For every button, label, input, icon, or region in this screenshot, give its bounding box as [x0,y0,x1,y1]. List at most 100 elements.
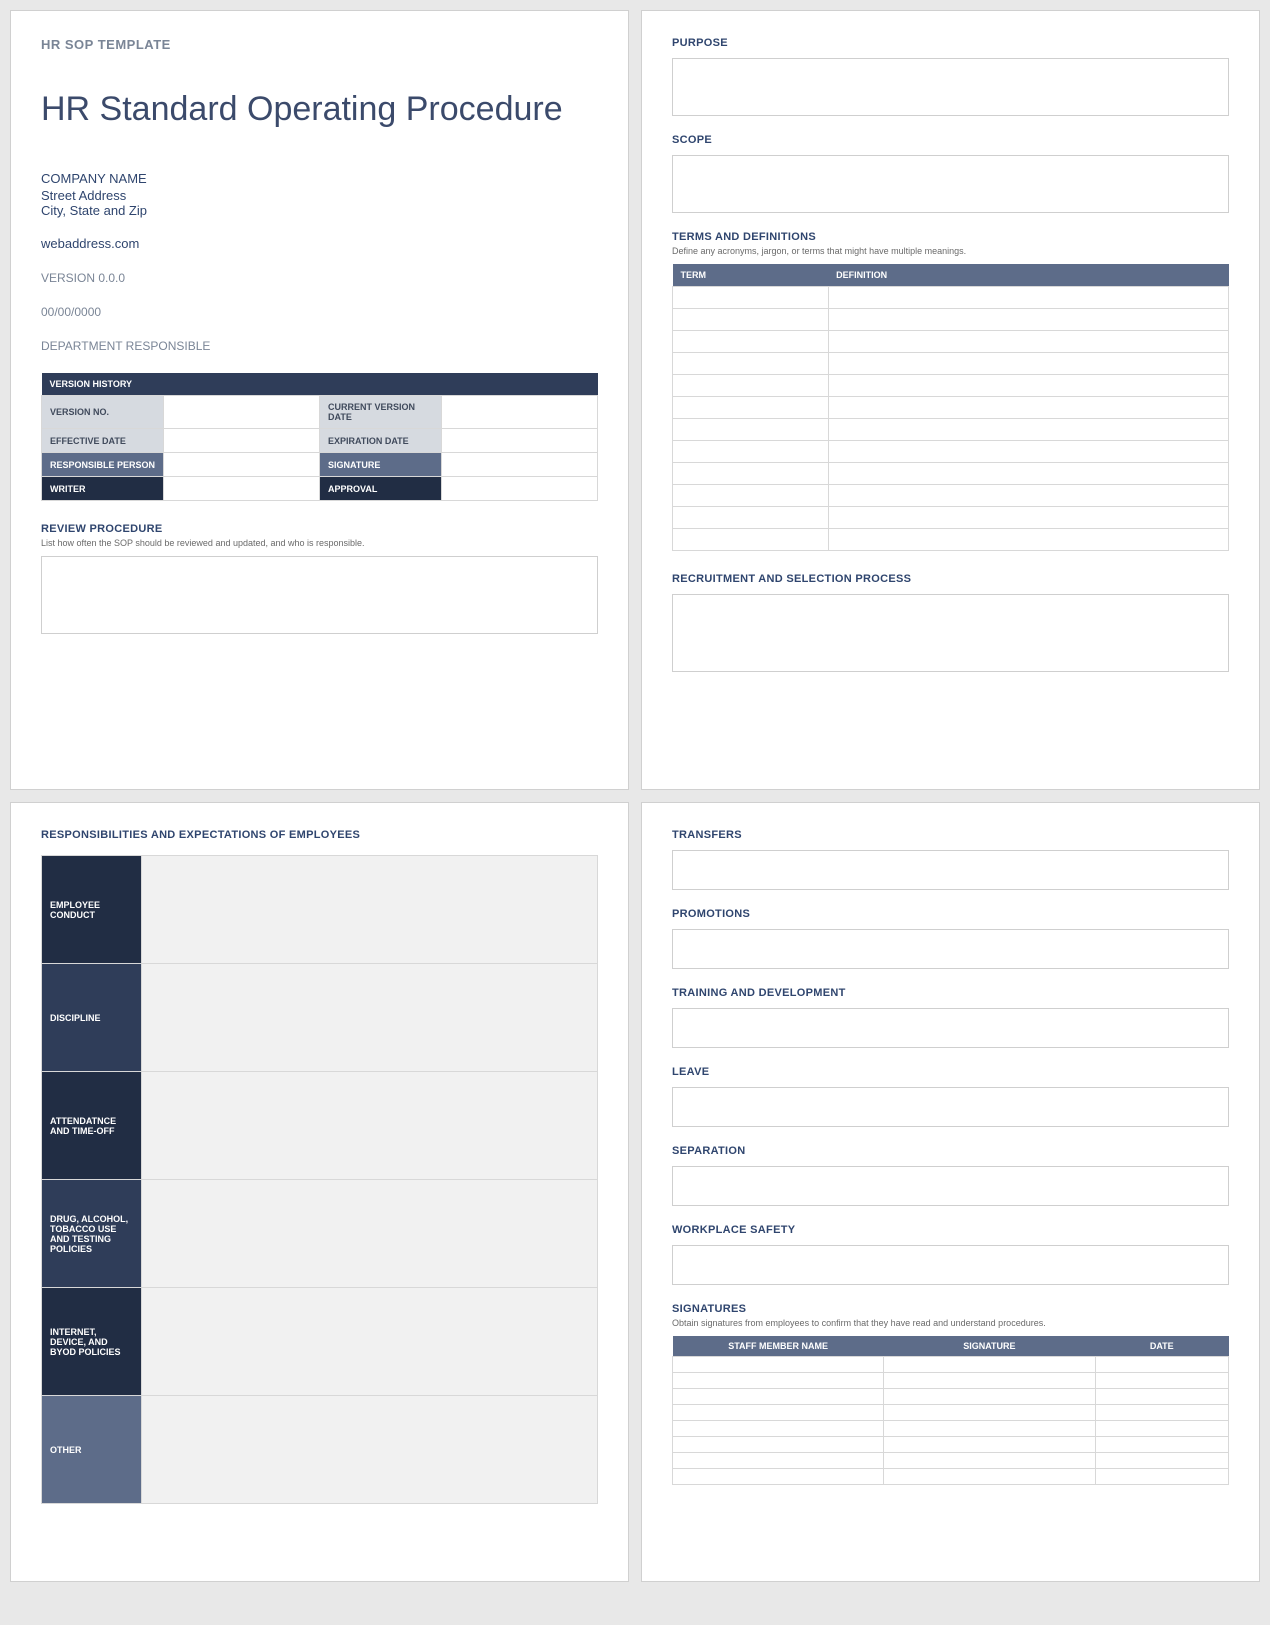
definition-cell[interactable] [828,441,1228,463]
sig-signature-cell[interactable] [884,1373,1095,1389]
responsibility-value[interactable] [142,964,598,1072]
responsibility-value[interactable] [142,856,598,964]
section-title: TRAINING AND DEVELOPMENT [672,987,1229,999]
purpose-title: PURPOSE [672,37,1229,49]
sig-signature-cell[interactable] [884,1405,1095,1421]
section-box[interactable] [672,850,1229,890]
section-title: SEPARATION [672,1145,1229,1157]
section-box[interactable] [672,1087,1229,1127]
signatures-col: STAFF MEMBER NAME [673,1336,884,1357]
section-title: PROMOTIONS [672,908,1229,920]
signatures-col: DATE [1095,1336,1228,1357]
section-title: WORKPLACE SAFETY [672,1224,1229,1236]
review-procedure-subtitle: List how often the SOP should be reviewe… [41,538,598,548]
term-cell[interactable] [673,397,829,419]
sig-date-cell[interactable] [1095,1421,1228,1437]
term-cell[interactable] [673,353,829,375]
vh-value[interactable] [442,477,598,501]
vh-value[interactable] [442,429,598,453]
term-cell[interactable] [673,463,829,485]
definition-cell[interactable] [828,485,1228,507]
signatures-table: STAFF MEMBER NAMESIGNATUREDATE [672,1336,1229,1485]
city-state-zip: City, State and Zip [41,203,598,218]
section-box[interactable] [672,1245,1229,1285]
definition-cell[interactable] [828,419,1228,441]
sig-date-cell[interactable] [1095,1453,1228,1469]
sig-signature-cell[interactable] [884,1421,1095,1437]
sig-signature-cell[interactable] [884,1469,1095,1485]
term-cell[interactable] [673,309,829,331]
responsibility-label: EMPLOYEE CONDUCT [42,856,142,964]
sig-date-cell[interactable] [1095,1405,1228,1421]
definition-cell[interactable] [828,529,1228,551]
version-label: VERSION 0.0.0 [41,271,598,285]
sig-name-cell[interactable] [673,1453,884,1469]
vh-value[interactable] [164,453,320,477]
page-header-label: HR SOP TEMPLATE [41,37,598,52]
vh-value[interactable] [164,429,320,453]
definition-cell[interactable] [828,375,1228,397]
terms-col-definition: DEFINITION [828,264,1228,287]
review-procedure-box[interactable] [41,556,598,634]
sig-date-cell[interactable] [1095,1357,1228,1373]
term-cell[interactable] [673,507,829,529]
recruitment-box[interactable] [672,594,1229,672]
sig-date-cell[interactable] [1095,1469,1228,1485]
term-cell[interactable] [673,375,829,397]
sig-name-cell[interactable] [673,1437,884,1453]
section-box[interactable] [672,929,1229,969]
term-cell[interactable] [673,287,829,309]
term-cell[interactable] [673,419,829,441]
terms-table: TERM DEFINITION [672,264,1229,551]
vh-value[interactable] [442,453,598,477]
company-block: COMPANY NAME Street Address City, State … [41,171,598,218]
definition-cell[interactable] [828,463,1228,485]
responsibility-value[interactable] [142,1180,598,1288]
responsibility-value[interactable] [142,1396,598,1504]
purpose-box[interactable] [672,58,1229,116]
sig-date-cell[interactable] [1095,1373,1228,1389]
vh-label: VERSION NO. [42,396,164,429]
vh-value[interactable] [442,396,598,429]
section-box[interactable] [672,1008,1229,1048]
signatures-col: SIGNATURE [884,1336,1095,1357]
signatures-title: SIGNATURES [672,1303,1229,1315]
version-history-header: VERSION HISTORY [42,373,598,396]
vh-label: CURRENT VERSION DATE [319,396,441,429]
sig-name-cell[interactable] [673,1373,884,1389]
sig-name-cell[interactable] [673,1421,884,1437]
responsibility-value[interactable] [142,1072,598,1180]
vh-label: SIGNATURE [319,453,441,477]
sig-name-cell[interactable] [673,1469,884,1485]
definition-cell[interactable] [828,287,1228,309]
sig-name-cell[interactable] [673,1357,884,1373]
sig-date-cell[interactable] [1095,1389,1228,1405]
definition-cell[interactable] [828,507,1228,529]
terms-title: TERMS AND DEFINITIONS [672,231,1229,243]
sig-signature-cell[interactable] [884,1453,1095,1469]
definition-cell[interactable] [828,397,1228,419]
sig-name-cell[interactable] [673,1389,884,1405]
sig-signature-cell[interactable] [884,1437,1095,1453]
term-cell[interactable] [673,441,829,463]
street-address: Street Address [41,188,598,203]
term-cell[interactable] [673,485,829,507]
page-2: PURPOSE SCOPE TERMS AND DEFINITIONS Defi… [641,10,1260,790]
definition-cell[interactable] [828,353,1228,375]
sig-name-cell[interactable] [673,1405,884,1421]
term-cell[interactable] [673,529,829,551]
definition-cell[interactable] [828,309,1228,331]
scope-box[interactable] [672,155,1229,213]
sig-date-cell[interactable] [1095,1437,1228,1453]
vh-value[interactable] [164,396,320,429]
vh-value[interactable] [164,477,320,501]
version-history-table: VERSION HISTORY VERSION NO. CURRENT VERSI… [41,373,598,501]
section-box[interactable] [672,1166,1229,1206]
sig-signature-cell[interactable] [884,1389,1095,1405]
definition-cell[interactable] [828,331,1228,353]
term-cell[interactable] [673,331,829,353]
document-title: HR Standard Operating Procedure [41,90,598,129]
responsibility-value[interactable] [142,1288,598,1396]
date-label: 00/00/0000 [41,305,598,319]
sig-signature-cell[interactable] [884,1357,1095,1373]
